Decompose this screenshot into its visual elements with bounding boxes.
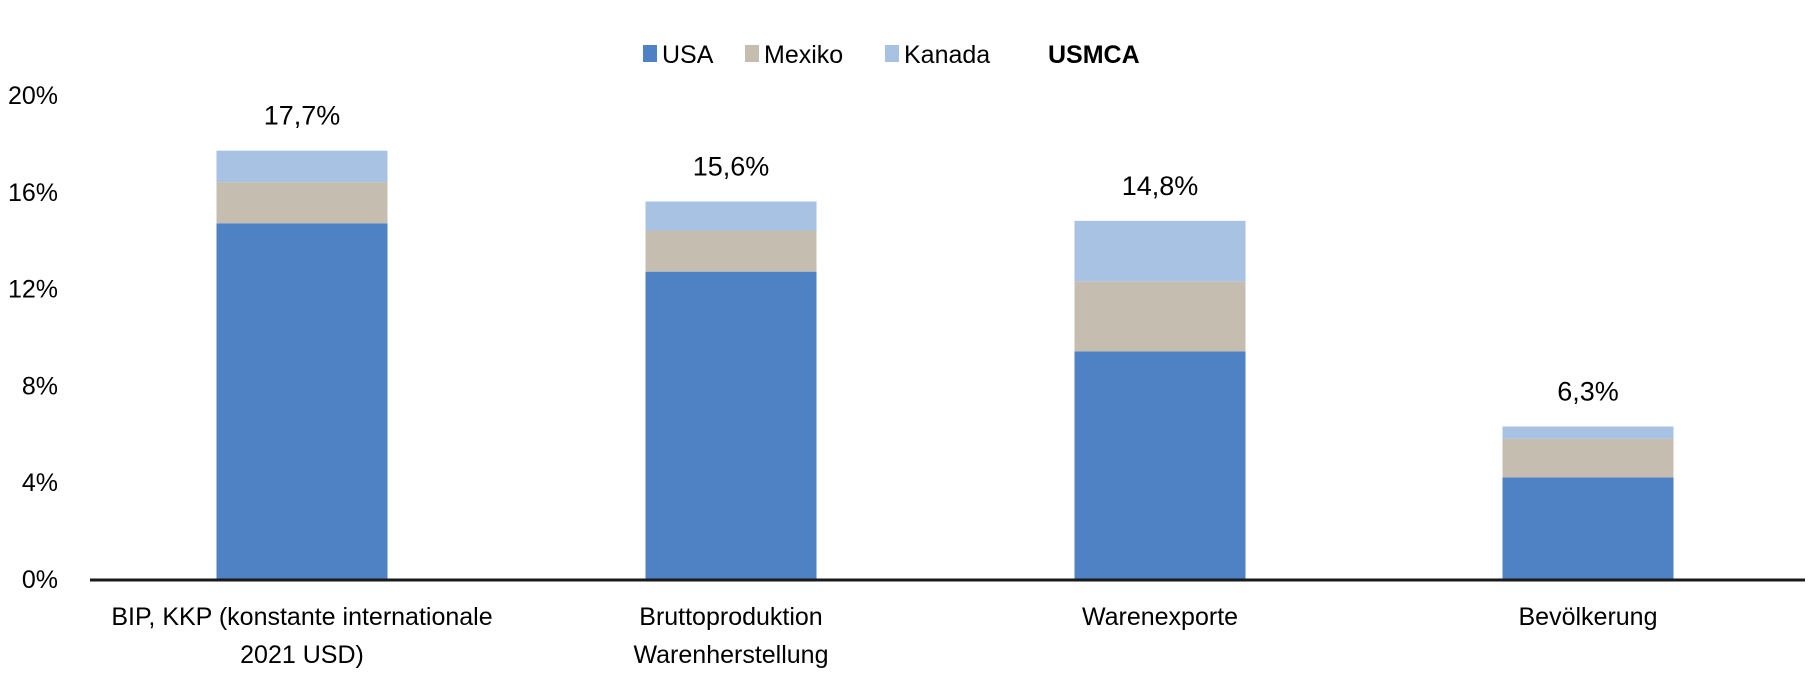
x-tick-label: Warenexporte [1082,603,1238,631]
x-tick-label: BIP, KKP (konstante internationale [111,603,492,631]
y-tick-label: 16% [8,179,58,207]
total-data-label: 15,6% [693,151,770,181]
total-data-label: 17,7% [264,101,341,131]
bar-mexiko [1502,438,1674,478]
x-tick-label: Warenherstellung [633,641,828,669]
bar-kanada [1502,426,1674,439]
bar-kanada [1074,220,1246,282]
y-tick-label: 12% [8,276,58,304]
total-data-label: 14,8% [1122,171,1199,201]
legend-swatch-kanada [885,45,899,62]
bar-kanada [645,201,817,231]
bar-mexiko [216,182,388,224]
y-tick-label: 20% [8,82,58,110]
legend-label-kanada: Kanada [904,41,990,69]
legend-label-usmca: USMCA [1048,41,1140,69]
bar-kanada [216,150,388,183]
legend-swatch-mexiko [745,45,759,62]
total-data-label: 6,3% [1557,377,1619,407]
y-tick-label: 4% [22,469,58,497]
x-tick-label: Bevölkerung [1519,603,1658,631]
y-tick-label: 0% [22,566,58,594]
bar-usa [1502,477,1674,579]
bar-usa [645,271,817,579]
bar-mexiko [1074,281,1246,352]
x-tick-label: 2021 USD) [240,641,364,669]
bar-usa [216,223,388,579]
legend-label-mexiko: Mexiko [764,41,843,69]
x-tick-label: Bruttoproduktion [639,603,822,631]
bar-usa [1074,351,1246,579]
y-tick-label: 8% [22,372,58,400]
legend-label-usa: USA [662,41,714,69]
bar-mexiko [645,230,817,272]
legend-swatch-usa [643,45,657,62]
